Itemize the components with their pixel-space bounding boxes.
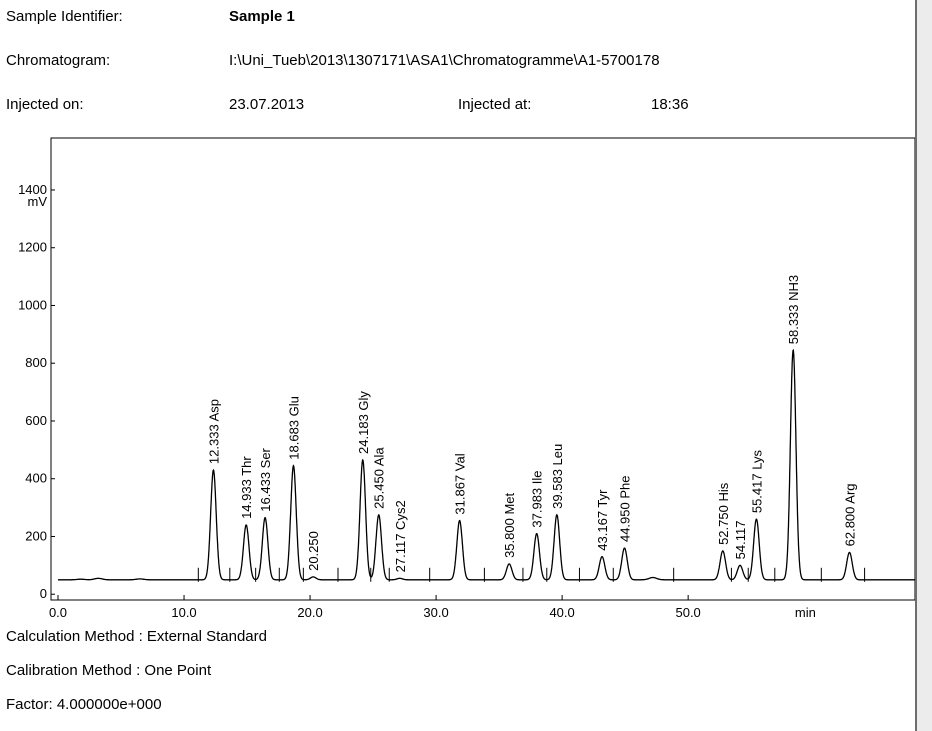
y-tick-label: 0 bbox=[40, 586, 47, 601]
injected-on-value: 23.07.2013 bbox=[229, 96, 305, 113]
factor-text: Factor: 4.000000e+000 bbox=[6, 696, 162, 713]
chromatogram-trace bbox=[58, 348, 915, 581]
plot-frame bbox=[50, 137, 916, 601]
x-tick-label: 30.0 bbox=[423, 605, 448, 620]
peak-label: 20.250 bbox=[306, 531, 321, 571]
sample-identifier-label: Sample Identifier: bbox=[6, 8, 123, 25]
x-tick-label: 0.0 bbox=[49, 605, 67, 620]
y-tick-label: 400 bbox=[25, 471, 47, 486]
peak-label: 62.800 Arg bbox=[842, 483, 857, 546]
y-tick-label: 800 bbox=[25, 355, 47, 370]
chromatogram-path: I:\Uni_Tueb\2013\1307171\ASA1\Chromatogr… bbox=[229, 52, 660, 69]
y-tick-label: 1000 bbox=[18, 297, 47, 312]
peak-label: 27.117 Cys2 bbox=[393, 500, 408, 572]
peak-label: 43.167 Tyr bbox=[595, 489, 610, 551]
injected-at-label: Injected at: bbox=[458, 96, 532, 113]
x-axis: 0.0 10.0 20.0 30.0 40.0 50.0 min bbox=[49, 595, 816, 620]
y-tick-label: 600 bbox=[25, 413, 47, 428]
peak-label: 37.983 Ile bbox=[530, 470, 545, 527]
peak-label: 24.183 Gly bbox=[356, 391, 371, 454]
x-tick-label: 50.0 bbox=[675, 605, 700, 620]
y-axis-unit: mV bbox=[28, 194, 48, 209]
peak-label: 14.933 Thr bbox=[239, 456, 254, 519]
chromatogram-label: Chromatogram: bbox=[6, 52, 111, 69]
injected-at-value: 18:36 bbox=[651, 96, 689, 113]
peak-label: 55.417 Lys bbox=[749, 450, 764, 514]
y-tick-label: 1200 bbox=[18, 240, 47, 255]
x-tick-label: 10.0 bbox=[171, 605, 196, 620]
peak-label: 52.750 His bbox=[716, 482, 731, 545]
side-panel bbox=[915, 0, 932, 731]
peak-label: 25.450 Ala bbox=[372, 447, 387, 509]
calibration-method: Calibration Method : One Point bbox=[6, 662, 212, 679]
peak-label: 54.117 bbox=[733, 521, 748, 560]
x-axis-unit: min bbox=[795, 605, 816, 620]
x-tick-label: 40.0 bbox=[549, 605, 574, 620]
calculation-method: Calculation Method : External Standard bbox=[6, 628, 267, 645]
peak-label: 58.333 NH3 bbox=[786, 275, 801, 344]
peak-label: 18.683 Glu bbox=[286, 396, 301, 460]
peak-label: 39.583 Leu bbox=[550, 444, 565, 509]
y-tick-label: 1400 bbox=[18, 182, 47, 197]
peak-label: 35.800 Met bbox=[502, 492, 517, 557]
x-tick-label: 20.0 bbox=[297, 605, 322, 620]
peak-labels: 12.333 Asp 14.933 Thr 16.433 Ser 18.683 Glu… bbox=[206, 275, 857, 573]
peak-label: 44.950 Phe bbox=[618, 476, 633, 543]
peak-label: 16.433 Ser bbox=[258, 447, 273, 511]
peak-label: 12.333 Asp bbox=[206, 399, 221, 464]
injected-on-label: Injected on: bbox=[6, 96, 84, 113]
y-tick-label: 200 bbox=[25, 528, 47, 543]
peak-label: 31.867 Val bbox=[453, 453, 468, 514]
sample-identifier-value: Sample 1 bbox=[229, 8, 295, 25]
